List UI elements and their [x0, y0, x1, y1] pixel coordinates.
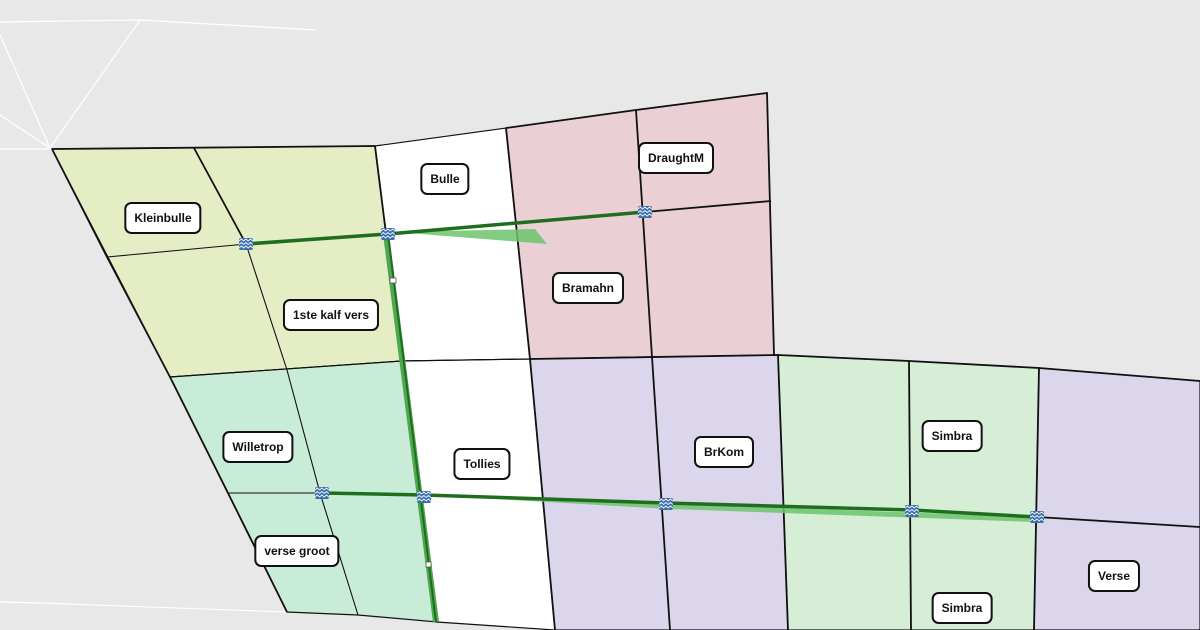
paddock-label[interactable]: Bulle — [420, 163, 470, 195]
paddock-label[interactable]: Willetrop — [222, 431, 294, 463]
valve-icon[interactable] — [389, 277, 397, 284]
paddock-label[interactable]: Bramahn — [551, 272, 625, 304]
paddock-area-mint[interactable] — [169, 360, 438, 623]
paddock-label[interactable]: Tollies — [453, 448, 511, 480]
paddock-area-yellow[interactable] — [51, 145, 403, 378]
water-points[interactable] — [238, 206, 1045, 523]
paddock-label[interactable]: DraughtM — [638, 142, 714, 174]
water-trough-icon[interactable] — [238, 238, 254, 250]
paddock-label[interactable]: Simbra — [921, 420, 983, 452]
paddock-label[interactable]: verse groot — [254, 535, 340, 567]
paddock-label[interactable]: 1ste kalf vers — [282, 299, 380, 331]
valve-icon[interactable] — [425, 561, 432, 568]
water-trough-icon[interactable] — [1029, 511, 1045, 523]
water-trough-icon[interactable] — [314, 487, 330, 499]
paddock-area-brkom[interactable] — [529, 354, 789, 630]
paddock-label[interactable]: BrKom — [693, 436, 755, 468]
paddock-label[interactable]: Simbra — [931, 592, 993, 624]
water-trough-icon[interactable] — [904, 505, 920, 517]
water-trough-icon[interactable] — [416, 491, 432, 503]
water-trough-icon[interactable] — [658, 498, 674, 510]
paddock-area-pink[interactable] — [505, 92, 775, 360]
paddock-label[interactable]: Verse — [1087, 560, 1141, 592]
water-trough-icon[interactable] — [380, 228, 396, 240]
water-trough-icon[interactable] — [637, 206, 653, 218]
paddock-label[interactable]: Kleinbulle — [124, 202, 202, 234]
